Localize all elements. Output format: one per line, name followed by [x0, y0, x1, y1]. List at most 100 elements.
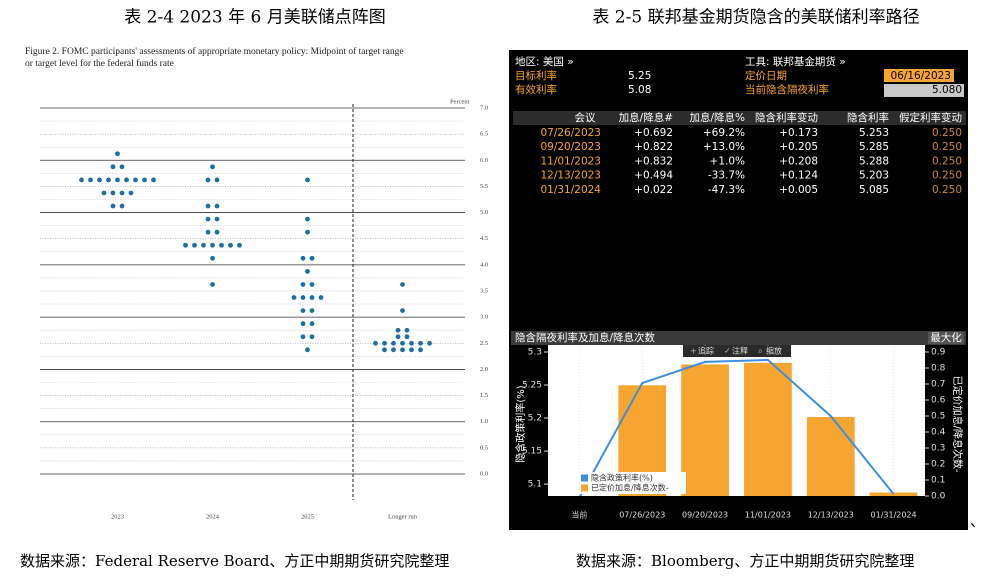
dot [106, 177, 111, 183]
table-header: 加息/降息# [619, 111, 673, 124]
dot [305, 347, 310, 353]
dot [210, 255, 215, 261]
dot [183, 242, 188, 248]
chart-title: 隐含隔夜利率及加息/降息次数 [515, 331, 656, 344]
plot-bg [548, 345, 925, 496]
table-cell: +0.205 [779, 141, 818, 153]
dot [300, 321, 306, 327]
dot [205, 229, 211, 235]
table-cell: 5.203 [859, 170, 889, 182]
dot [79, 177, 84, 183]
instrument: 工具: 联邦基金期货 » [745, 55, 846, 68]
table-cell: 0.250 [932, 184, 962, 196]
dot [300, 255, 306, 261]
dot [205, 177, 211, 183]
bar [744, 362, 792, 496]
table-cell: 0.250 [932, 155, 962, 167]
table-cell: 0.250 [932, 127, 962, 139]
dot [97, 177, 102, 183]
y2-tick-label: 0.9 [931, 348, 946, 358]
region: 地区: 美国 » [515, 55, 574, 68]
dot [300, 308, 306, 314]
y2-tick-label: 0.0 [931, 492, 946, 502]
table-cell: +1.0% [710, 155, 745, 167]
dot [115, 151, 120, 157]
y-tick-label: 3.0 [480, 314, 488, 321]
dot [142, 177, 147, 183]
bar [681, 364, 729, 496]
dot [291, 295, 297, 300]
dot [214, 203, 220, 209]
table-cell: 0.250 [932, 141, 962, 153]
dot [214, 216, 220, 222]
y2-tick-label: 0.3 [931, 444, 945, 454]
y2-axis-label: 已定价加息/降息次数- [951, 376, 964, 473]
toolbar: + 追踪 ✓ 注释 ⌕ 缩放 [683, 345, 791, 357]
figure-subtitle: or target level for the federal funds ra… [25, 58, 174, 69]
legend-bg [578, 472, 686, 494]
y-tick-label: 2.0 [480, 366, 488, 373]
dot [404, 327, 410, 333]
dot [219, 242, 224, 248]
table-cell: 01/31/2024 [540, 184, 601, 196]
y2-tick-label: 0.2 [931, 460, 945, 470]
table-cell: 12/13/2023 [540, 170, 601, 182]
y-tick-label: 4.0 [480, 261, 488, 268]
dot [88, 177, 93, 183]
maximize-bg [928, 332, 964, 344]
toolbar-item: 追踪 [698, 346, 714, 356]
table-cell: +69.2% [703, 127, 745, 139]
y-tick-label: 5.1 [528, 480, 542, 490]
y-tick-label: 5.15 [522, 447, 542, 457]
dot [214, 229, 220, 235]
table-cell: +0.822 [634, 141, 673, 153]
x-tick-label: 12/13/2023 [808, 511, 854, 520]
x-tick-label: 2025 [301, 513, 314, 520]
value-box [884, 84, 964, 97]
dot [309, 308, 315, 314]
dot [101, 190, 107, 196]
y2-tick-label: 0.6 [931, 396, 946, 406]
dot [309, 295, 315, 300]
line [579, 358, 895, 496]
table-cell: +0.692 [634, 127, 673, 139]
table-cell: -47.3% [708, 184, 745, 196]
dot [400, 340, 405, 346]
dot [418, 340, 423, 346]
table-cell: -33.7% [708, 170, 745, 182]
table-header: 隐含利率 [847, 111, 889, 124]
dot [119, 190, 125, 196]
x-tick-label: Longer run [388, 513, 418, 520]
table-cell: +0.022 [634, 184, 673, 196]
table-cell: 5.253 [859, 127, 889, 139]
y-axis-label: 隐含政策利率(%) [514, 385, 527, 462]
dot [128, 190, 134, 196]
dot [309, 321, 315, 327]
dot [119, 164, 125, 170]
y-tick-label: 5.2 [528, 414, 542, 424]
dot [151, 177, 156, 183]
y-axis-label: Percent [450, 98, 470, 105]
dot [404, 334, 410, 340]
pricing-date: 06/16/2023 [890, 70, 951, 82]
legend-label: 已定价加息/降息次数- [591, 483, 669, 493]
table-cell: +0.208 [779, 155, 818, 167]
dot [205, 203, 211, 209]
dot [409, 347, 414, 353]
title-bar [511, 331, 966, 345]
toolbar-item: 缩放 [766, 346, 782, 356]
dot [309, 255, 315, 261]
dot [300, 334, 306, 340]
dot [119, 203, 125, 209]
y-tick-label: 1.0 [480, 418, 488, 425]
x-tick-label: 11/01/2023 [745, 511, 791, 520]
y2-tick-label: 0.5 [931, 412, 945, 422]
left-caption: 表 2-4 2023 年 6 月美联储点阵图 [124, 8, 385, 28]
table-cell: +0.832 [634, 155, 673, 167]
dot [395, 334, 401, 340]
y2-tick-label: 0.7 [931, 380, 945, 390]
table-cell: 0.250 [932, 170, 962, 182]
dot [427, 340, 432, 346]
date-box [884, 69, 954, 82]
x-tick-label: 当前 [571, 510, 587, 520]
